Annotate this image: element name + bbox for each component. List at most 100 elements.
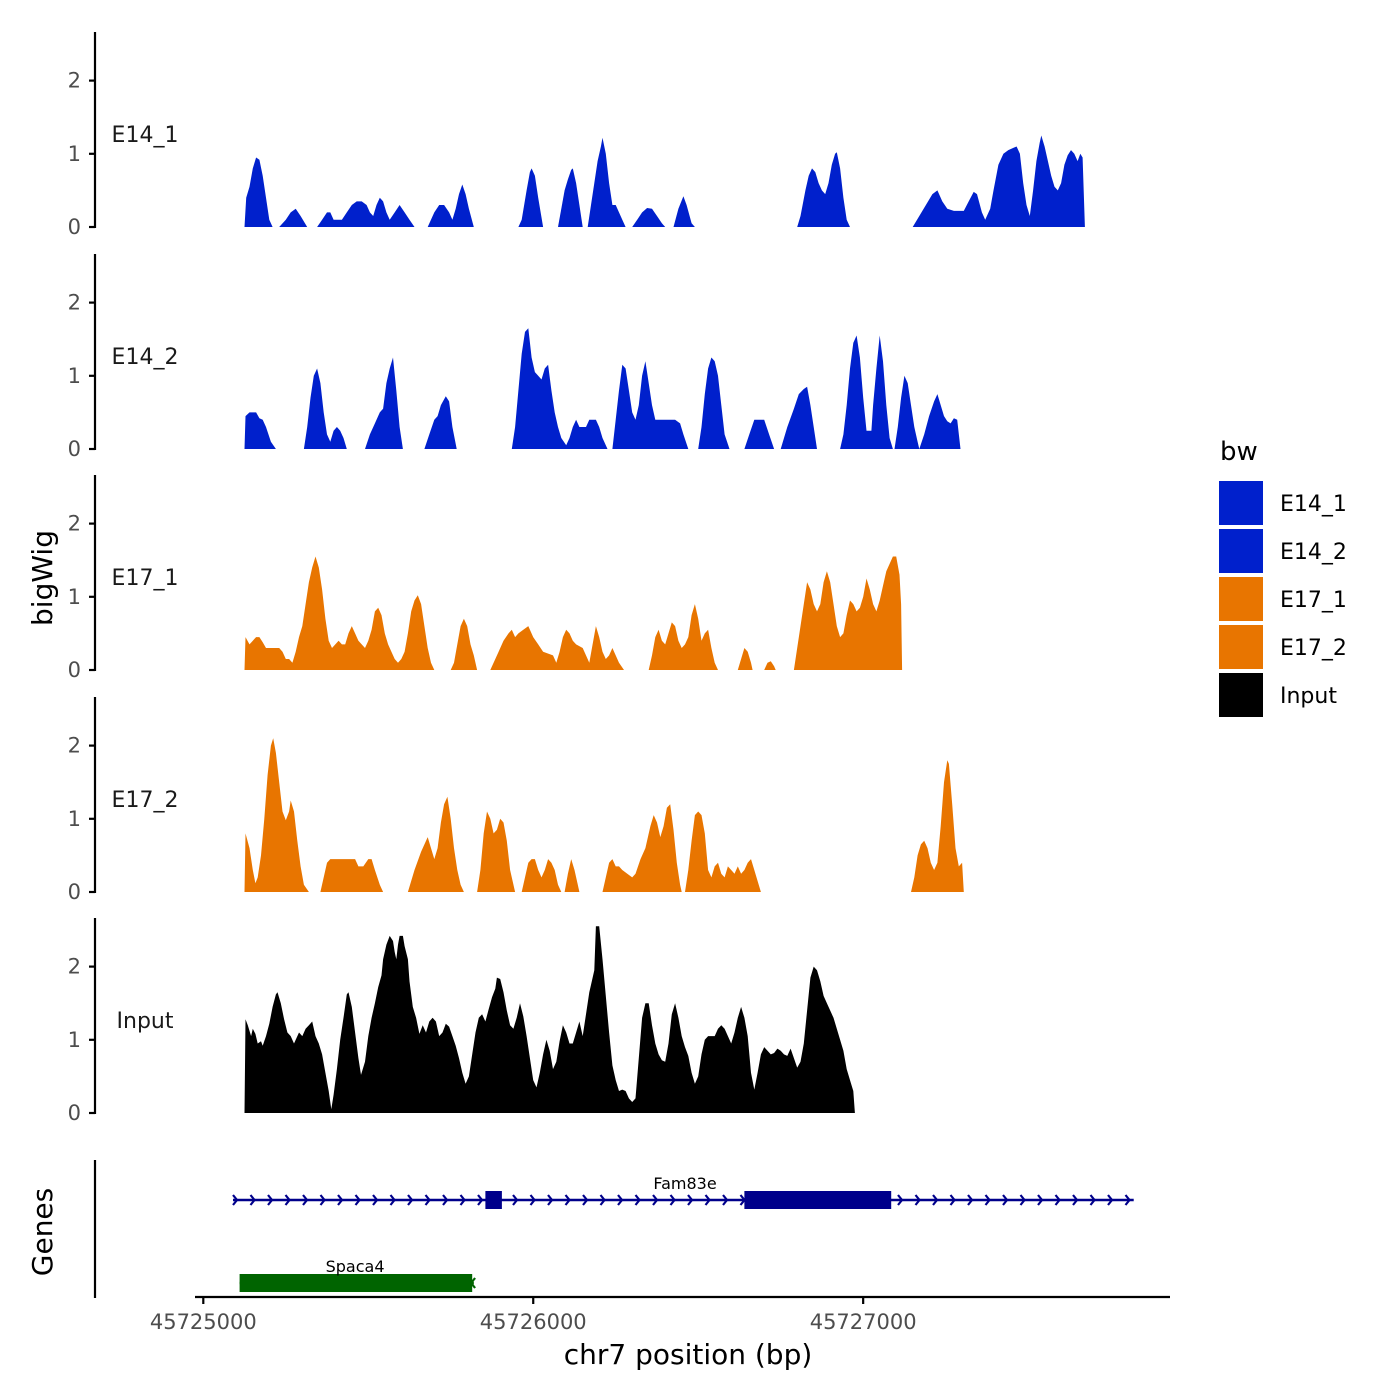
signal-area [407, 796, 464, 892]
signal-area [450, 618, 478, 670]
strand-chevron [617, 1194, 624, 1206]
track-e14-2: 0 1 2 E14_2 [68, 254, 961, 461]
legend-item-input: Input [1219, 673, 1337, 717]
signal-area [685, 811, 761, 892]
strand-chevron [582, 1194, 589, 1206]
signal-area [737, 648, 753, 670]
strand-chevron [389, 1194, 396, 1206]
strand-chevron [1037, 1194, 1044, 1206]
strand-chevron [1107, 1194, 1114, 1206]
strand-chevron [284, 1194, 291, 1206]
signal-area [424, 396, 457, 449]
track-label: Input [117, 1009, 174, 1034]
legend-swatch [1219, 481, 1263, 525]
gene-exon [485, 1191, 502, 1209]
gene-fam83e: Fam83e [232, 1174, 1134, 1209]
y-tick-label: 2 [68, 291, 81, 315]
y-tick-label: 2 [68, 955, 81, 979]
y-tick-label: 0 [68, 658, 81, 682]
legend-item-e14-2: E14_2 [1219, 529, 1347, 573]
y-tick-label: 0 [68, 437, 81, 461]
strand-chevron [424, 1194, 431, 1206]
legend-swatch [1219, 673, 1263, 717]
strand-chevron [319, 1194, 326, 1206]
legend-swatch [1219, 529, 1263, 573]
signal-area [518, 168, 544, 227]
legend-swatch [1219, 625, 1263, 669]
strand-chevron [442, 1194, 449, 1206]
signal-area [244, 157, 273, 227]
signal-area [317, 197, 415, 227]
signal-area [279, 208, 308, 227]
track-e14-1: 0 1 2 E14_1 [68, 32, 1085, 239]
signal-area [564, 859, 580, 892]
signal-area [780, 386, 817, 449]
track-label: E14_2 [112, 345, 179, 370]
y-tick-label: 2 [68, 734, 81, 758]
signal-area [894, 375, 920, 449]
strand-chevron [529, 1194, 536, 1206]
signal-area [511, 328, 608, 449]
gene-spaca4: Spaca4 [239, 1257, 476, 1292]
strand-chevron [949, 1194, 956, 1206]
legend-label: E14_1 [1280, 492, 1347, 517]
legend-label: E14_2 [1280, 540, 1347, 565]
signal-area [797, 152, 850, 227]
signal-area [840, 335, 893, 449]
signal-area [477, 811, 516, 892]
legend-label: Input [1280, 684, 1337, 709]
track-panels: 0 1 2 E14_1 0 1 2 E14_2 0 1 2 E17_1 0 1 2 E17_2 0 1 2 Input [68, 32, 1085, 1125]
legend-label: E17_2 [1280, 636, 1347, 661]
strand-chevron [249, 1194, 256, 1206]
y-tick-label: 1 [68, 1028, 81, 1052]
strand-chevron [407, 1194, 414, 1206]
y-tick-label: 2 [68, 69, 81, 93]
signal-area [912, 135, 1085, 227]
strand-chevron [652, 1194, 659, 1206]
track-e17-1: 0 1 2 E17_1 [68, 475, 903, 682]
genes-panel: Fam83e Spaca4 [93, 1160, 1134, 1298]
signal-area [911, 760, 964, 892]
strand-chevron [1054, 1194, 1061, 1206]
gene-exon [744, 1191, 892, 1209]
signal-area [698, 357, 730, 449]
strand-chevron [459, 1194, 466, 1206]
x-tick-label: 45727000 [810, 1310, 917, 1334]
signal-area [521, 859, 562, 892]
track-label: E17_1 [112, 566, 179, 591]
gene-label: Spaca4 [326, 1257, 385, 1276]
gene-exon [239, 1274, 473, 1292]
strand-chevron [354, 1194, 361, 1206]
strand-chevron [564, 1194, 571, 1206]
signal-area [303, 368, 347, 449]
strand-chevron [897, 1194, 904, 1206]
strand-chevron [1072, 1194, 1079, 1206]
legend-label: E17_1 [1280, 588, 1347, 613]
strand-chevron [914, 1194, 921, 1206]
y-axis-title: bigWig [26, 530, 59, 626]
signal-area [365, 357, 403, 449]
x-axis-title: chr7 position (bp) [564, 1338, 813, 1371]
strand-chevron [704, 1194, 711, 1206]
genes-axis-title: Genes [26, 1188, 59, 1276]
legend-item-e14-1: E14_1 [1219, 481, 1347, 525]
signal-area [320, 859, 384, 892]
signal-area [648, 604, 718, 670]
y-tick-label: 1 [68, 142, 81, 166]
y-tick-label: 1 [68, 364, 81, 388]
strand-chevron [1089, 1194, 1096, 1206]
strand-chevron [967, 1194, 974, 1206]
signal-area [558, 168, 583, 227]
signal-area [793, 556, 903, 670]
strand-chevron [267, 1194, 274, 1206]
strand-chevron [687, 1194, 694, 1206]
y-tick-label: 1 [68, 807, 81, 831]
signal-area [490, 626, 624, 670]
signal-area [244, 926, 855, 1113]
strand-chevron [722, 1194, 729, 1206]
strand-chevron [477, 1194, 484, 1206]
legend-item-e17-1: E17_1 [1219, 577, 1347, 621]
strand-chevron [932, 1194, 939, 1206]
strand-chevron [372, 1194, 379, 1206]
